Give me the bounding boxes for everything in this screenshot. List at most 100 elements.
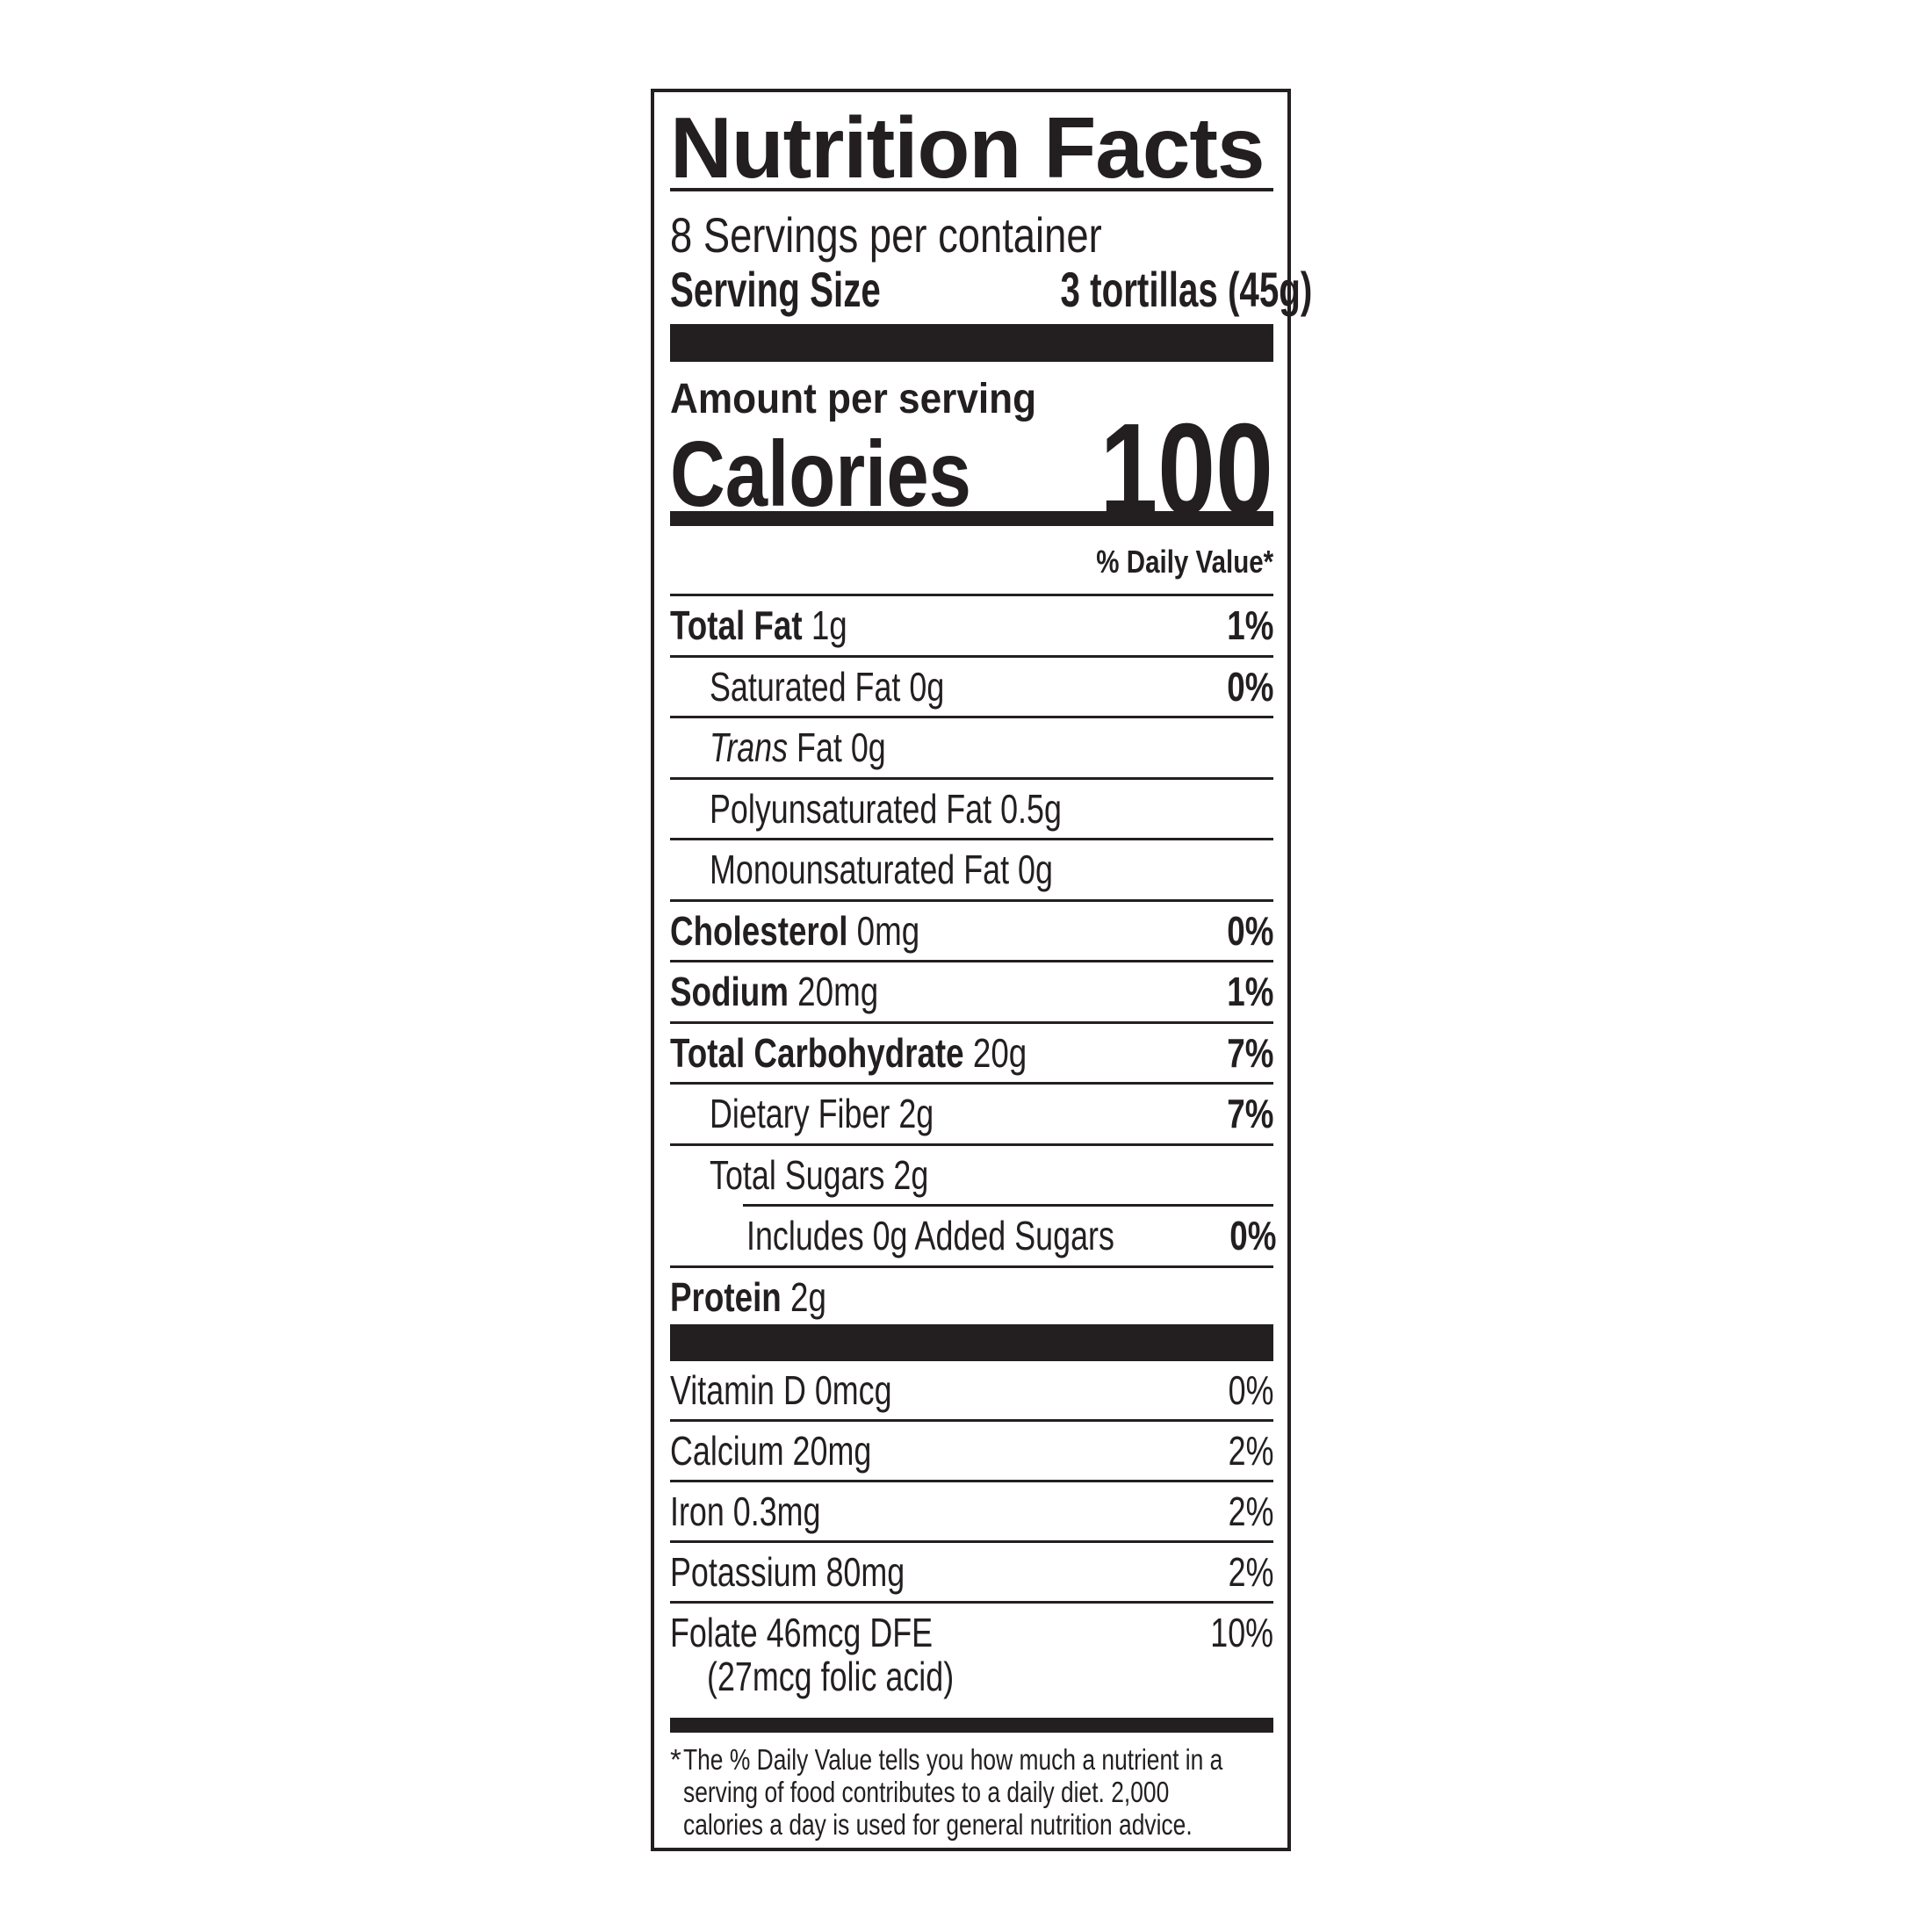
label-text: 0%	[1228, 1367, 1273, 1413]
amount-per-serving: Amount per serving	[670, 373, 1273, 426]
label-text: Nutrition Facts	[670, 99, 1265, 196]
label-text: Trans	[710, 724, 789, 771]
label-text: Total Carbohydrate 20g	[670, 1029, 1027, 1077]
label-text: 2g	[893, 1151, 929, 1198]
label-text: 7%	[1226, 1029, 1273, 1076]
calories-label: Calories	[670, 422, 972, 526]
nutrient-row-saturated-fat: Saturated Fat 0g 0%	[670, 654, 1273, 717]
label-text: 0%	[1229, 1213, 1277, 1259]
label-text: Folate 46mcg DFE	[670, 1610, 934, 1655]
label-text: Total Sugars	[710, 1151, 885, 1198]
vitamin-row-calcium: Calcium 20mg 2%	[670, 1419, 1273, 1480]
label-text: Trans Fat 0g	[710, 724, 886, 771]
medium-divider	[670, 511, 1273, 526]
label-text: 1g	[811, 602, 847, 649]
nutrient-row-monounsaturated-fat: Monounsaturated Fat 0g	[670, 838, 1273, 899]
serving-size-value: 3 tortillas (45g)	[1060, 262, 1313, 317]
label-text: 0mg	[856, 907, 920, 954]
label-text: 8 Servings per container	[670, 207, 1102, 263]
label-text: Total Carbohydrate	[670, 1029, 964, 1076]
label-text: 0g	[909, 663, 945, 710]
vitamin-row-vitamin-d: Vitamin D 0mcg 0%	[670, 1361, 1273, 1419]
nutrient-row-dietary-fiber: Dietary Fiber 2g 7%	[670, 1082, 1273, 1143]
nutrient-list: Total Fat 1g 1% Saturated Fat 0g 0% Trans …	[670, 594, 1277, 1327]
label-text: Dietary Fiber	[710, 1091, 890, 1137]
label-text: (27mcg folic acid)	[707, 1654, 955, 1699]
label-text: Cholesterol 0mg	[670, 907, 919, 955]
servings-per-container: 8 Servings per container	[670, 205, 1273, 266]
label-text: Dietary Fiber 2g	[710, 1090, 934, 1137]
label-text: calories a day is used for general nutri…	[683, 1808, 1358, 1841]
label-text: 2%	[1228, 1428, 1273, 1474]
medium-divider	[670, 1718, 1273, 1733]
footnote: * The % Daily Value tells you how much a…	[670, 1743, 1273, 1841]
label-text: Protein 2g	[670, 1273, 826, 1321]
nutrient-row-trans-fat: Trans Fat 0g	[670, 716, 1273, 777]
label-text: 20mg	[797, 969, 879, 1015]
nutrient-row-polyunsaturated-fat: Polyunsaturated Fat 0.5g	[670, 776, 1273, 839]
label-text: % Daily Value*	[1096, 544, 1273, 580]
nutrition-facts-label: Nutrition Facts 8 Servings per container…	[651, 89, 1312, 1851]
vitamin-list: Vitamin D 0mcg 0% Calcium 20mg 2% Iron 0.3…	[670, 1361, 1273, 1706]
label-text: Potassium 80mg	[670, 1549, 905, 1595]
label-text: *	[670, 1743, 681, 1776]
label-text: 0.5g	[1000, 785, 1062, 832]
label-text: 1%	[1226, 602, 1273, 649]
label-text: serving of food contributes to a daily d…	[682, 1776, 1170, 1808]
label-text: Saturated Fat 0g	[710, 663, 944, 710]
label-text: (27mcg folic acid)	[670, 1653, 1023, 1700]
label-text: Folate 46mcg DFE	[670, 1609, 1023, 1656]
label-text: 2%	[1228, 1549, 1273, 1595]
label-text: Vitamin D 0mcg	[670, 1367, 892, 1413]
label-text: 2%	[1228, 1489, 1273, 1534]
label-text: Calcium 20mg	[670, 1428, 872, 1474]
label-text: 0%	[1226, 907, 1273, 954]
label-text: 1%	[1226, 969, 1273, 1015]
vitamin-row-iron: Iron 0.3mg 2%	[670, 1480, 1273, 1540]
label-title: Nutrition Facts	[670, 99, 1273, 196]
label-text: Polyunsaturated Fat 0.5g	[710, 785, 1062, 833]
nutrient-row-sodium: Sodium 20mg 1%	[670, 960, 1273, 1021]
label-text: 7%	[1226, 1091, 1273, 1137]
label-text: Cholesterol	[670, 907, 848, 954]
serving-size-label: Serving Size	[670, 262, 881, 317]
nutrient-row-total-carbohydrate: Total Carbohydrate 20g 7%	[670, 1020, 1273, 1083]
label-text: Monounsaturated Fat 0g	[710, 846, 1053, 893]
label-text: The % Daily Value tells you how much a n…	[682, 1743, 1223, 1776]
label-text: Total Sugars 2g	[710, 1151, 928, 1199]
label-text: Protein	[670, 1273, 782, 1320]
label-text: The % Daily Value tells you how much a n…	[683, 1743, 1358, 1776]
label-text: 2g	[898, 1091, 934, 1137]
nutrient-row-protein: Protein 2g	[670, 1265, 1273, 1327]
label-text: 20g	[972, 1029, 1027, 1076]
nutrient-row-total-sugars: Total Sugars 2g	[670, 1143, 1273, 1205]
label-text: The % Daily Value tells you how much a n…	[681, 1743, 1358, 1841]
label-text: Monounsaturated Fat	[710, 847, 1010, 893]
vitamin-row-potassium: Potassium 80mg 2%	[670, 1540, 1273, 1601]
label-text: 2g	[790, 1273, 826, 1320]
serving-size-row: Serving Size 3 tortillas (45g)	[670, 259, 1312, 321]
label-text: Iron 0.3mg	[670, 1489, 821, 1534]
label-text: Saturated Fat	[710, 663, 901, 710]
label-text: 0%	[1226, 663, 1273, 710]
label-text: Total Fat 1g	[670, 602, 847, 649]
label-text: 10%	[1210, 1610, 1273, 1655]
nutrient-row-total-fat: Total Fat 1g 1%	[670, 594, 1273, 655]
label-text: Total Fat	[670, 602, 803, 649]
thick-divider	[670, 1324, 1273, 1361]
label-text: Sodium	[670, 969, 789, 1015]
label-text: Includes 0g Added Sugars	[746, 1213, 1114, 1259]
label-text: Amount per serving	[670, 376, 1037, 422]
divider	[670, 188, 1273, 191]
label-text: Fat 0g	[797, 724, 886, 771]
label-text: calories a day is used for general nutri…	[682, 1808, 1193, 1841]
nutrient-row-added-sugars: Includes 0g Added Sugars 0%	[743, 1204, 1277, 1265]
label-text: serving of food contributes to a daily d…	[683, 1776, 1358, 1808]
label-text: Folate 46mcg DFE (27mcg folic acid)	[670, 1609, 1023, 1700]
label-text: 0g	[1018, 847, 1053, 893]
label-text: Sodium 20mg	[670, 968, 878, 1015]
daily-value-header: % Daily Value*	[670, 540, 1273, 584]
nutrient-row-cholesterol: Cholesterol 0mg 0%	[670, 898, 1273, 961]
vitamin-row-folate: Folate 46mcg DFE (27mcg folic acid) 10%	[670, 1601, 1273, 1706]
label-text: Polyunsaturated Fat	[710, 785, 992, 832]
